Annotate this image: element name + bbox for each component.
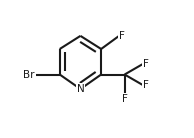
Text: N: N [77, 84, 84, 94]
Text: Br: Br [23, 70, 35, 79]
Text: F: F [122, 94, 127, 104]
Text: F: F [143, 59, 148, 69]
Text: F: F [143, 80, 148, 90]
Text: F: F [119, 31, 125, 41]
